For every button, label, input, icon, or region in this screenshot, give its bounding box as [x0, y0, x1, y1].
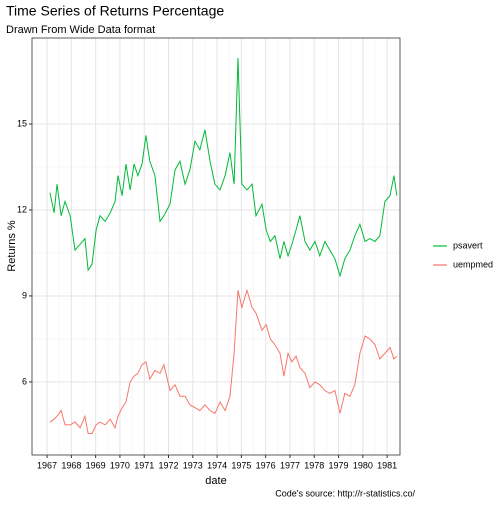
- chart-subtitle: Drawn From Wide Data format: [6, 24, 155, 36]
- x-tick-label: 1974: [207, 460, 227, 470]
- x-tick-label: 1968: [61, 460, 81, 470]
- caption: Code's source: http://r-statistics.co/: [275, 488, 415, 498]
- panel: [32, 38, 400, 455]
- y-tick-label: 12: [17, 204, 27, 214]
- x-tick-label: 1972: [158, 460, 178, 470]
- y-tick-label: 15: [17, 118, 27, 128]
- x-tick-label: 1978: [304, 460, 324, 470]
- y-tick-label: 6: [22, 376, 27, 386]
- x-tick-label: 1971: [134, 460, 154, 470]
- x-tick-label: 1975: [231, 460, 251, 470]
- x-tick-label: 1970: [110, 460, 130, 470]
- legend-label: uempmed: [453, 259, 493, 269]
- chart-title: Time Series of Returns Percentage: [6, 3, 224, 19]
- panel-border: [31, 37, 401, 456]
- x-axis-label: date: [205, 475, 226, 487]
- y-tick-label: 9: [22, 290, 27, 300]
- legend-label: psavert: [453, 240, 483, 250]
- x-tick-label: 1979: [329, 460, 349, 470]
- x-tick-label: 1977: [280, 460, 300, 470]
- x-tick-label: 1976: [256, 460, 276, 470]
- y-axis-label: Returns %: [6, 220, 18, 272]
- x-tick-label: 1973: [183, 460, 203, 470]
- series-line: [49, 288, 398, 435]
- x-tick-label: 1969: [86, 460, 106, 470]
- x-tick-label: 1981: [377, 460, 397, 470]
- x-tick-label: 1980: [353, 460, 373, 470]
- x-tick-label: 1967: [37, 460, 57, 470]
- series-line: [49, 58, 398, 278]
